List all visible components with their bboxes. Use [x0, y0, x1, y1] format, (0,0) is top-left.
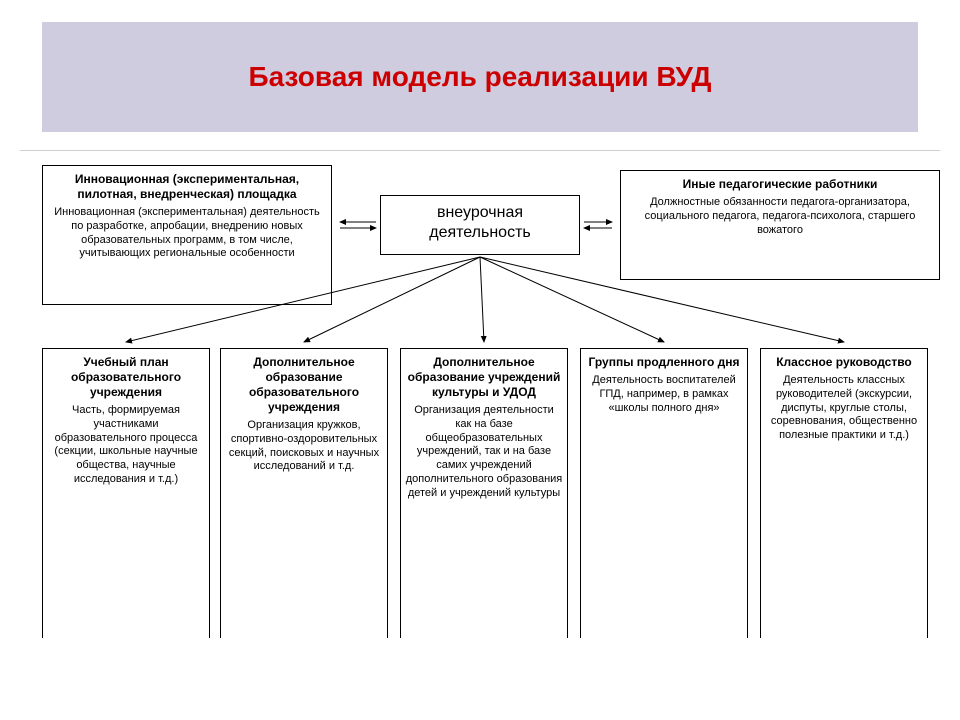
box-extended-day: Группы продленного дня Деятельность восп… — [580, 348, 748, 638]
box-title: Дополнительное образование образовательн… — [225, 355, 383, 415]
box-body: Деятельность воспитателей ГПД, например,… — [585, 374, 743, 415]
box-body: Деятельность классных руководителей (экс… — [765, 374, 923, 443]
box-body: Часть, формируемая участниками образоват… — [47, 404, 205, 487]
box-class-management: Классное руководство Деятельность классн… — [760, 348, 928, 638]
box-title: Учебный план образовательного учреждения — [47, 355, 205, 400]
box-title: Инновационная (экспериментальная, пилотн… — [47, 172, 327, 202]
box-title: Иные педагогические работники — [625, 177, 935, 192]
box-innovation-platform: Инновационная (экспериментальная, пилотн… — [42, 165, 332, 305]
title-band: Базовая модель реализации ВУД — [42, 22, 918, 132]
box-additional-ed-school: Дополнительное образование образовательн… — [220, 348, 388, 638]
box-body: Организация деятельности как на базе общ… — [405, 404, 563, 500]
box-title: Дополнительное образование учреждений ку… — [405, 355, 563, 400]
divider — [20, 150, 940, 151]
center-text: внеурочная деятельность — [385, 203, 575, 243]
box-title: Группы продленного дня — [585, 355, 743, 370]
box-title: Классное руководство — [765, 355, 923, 370]
box-body: Инновационная (экспериментальная) деятел… — [47, 206, 327, 261]
page-title: Базовая модель реализации ВУД — [249, 61, 712, 93]
box-body: Должностные обязанности педагога-организ… — [625, 196, 935, 237]
box-body: Организация кружков, спортивно-оздоровит… — [225, 419, 383, 474]
box-other-teachers: Иные педагогические работники Должностны… — [620, 170, 940, 280]
box-additional-ed-culture: Дополнительное образование учреждений ку… — [400, 348, 568, 638]
box-curriculum: Учебный план образовательного учреждения… — [42, 348, 210, 638]
box-center: внеурочная деятельность — [380, 195, 580, 255]
